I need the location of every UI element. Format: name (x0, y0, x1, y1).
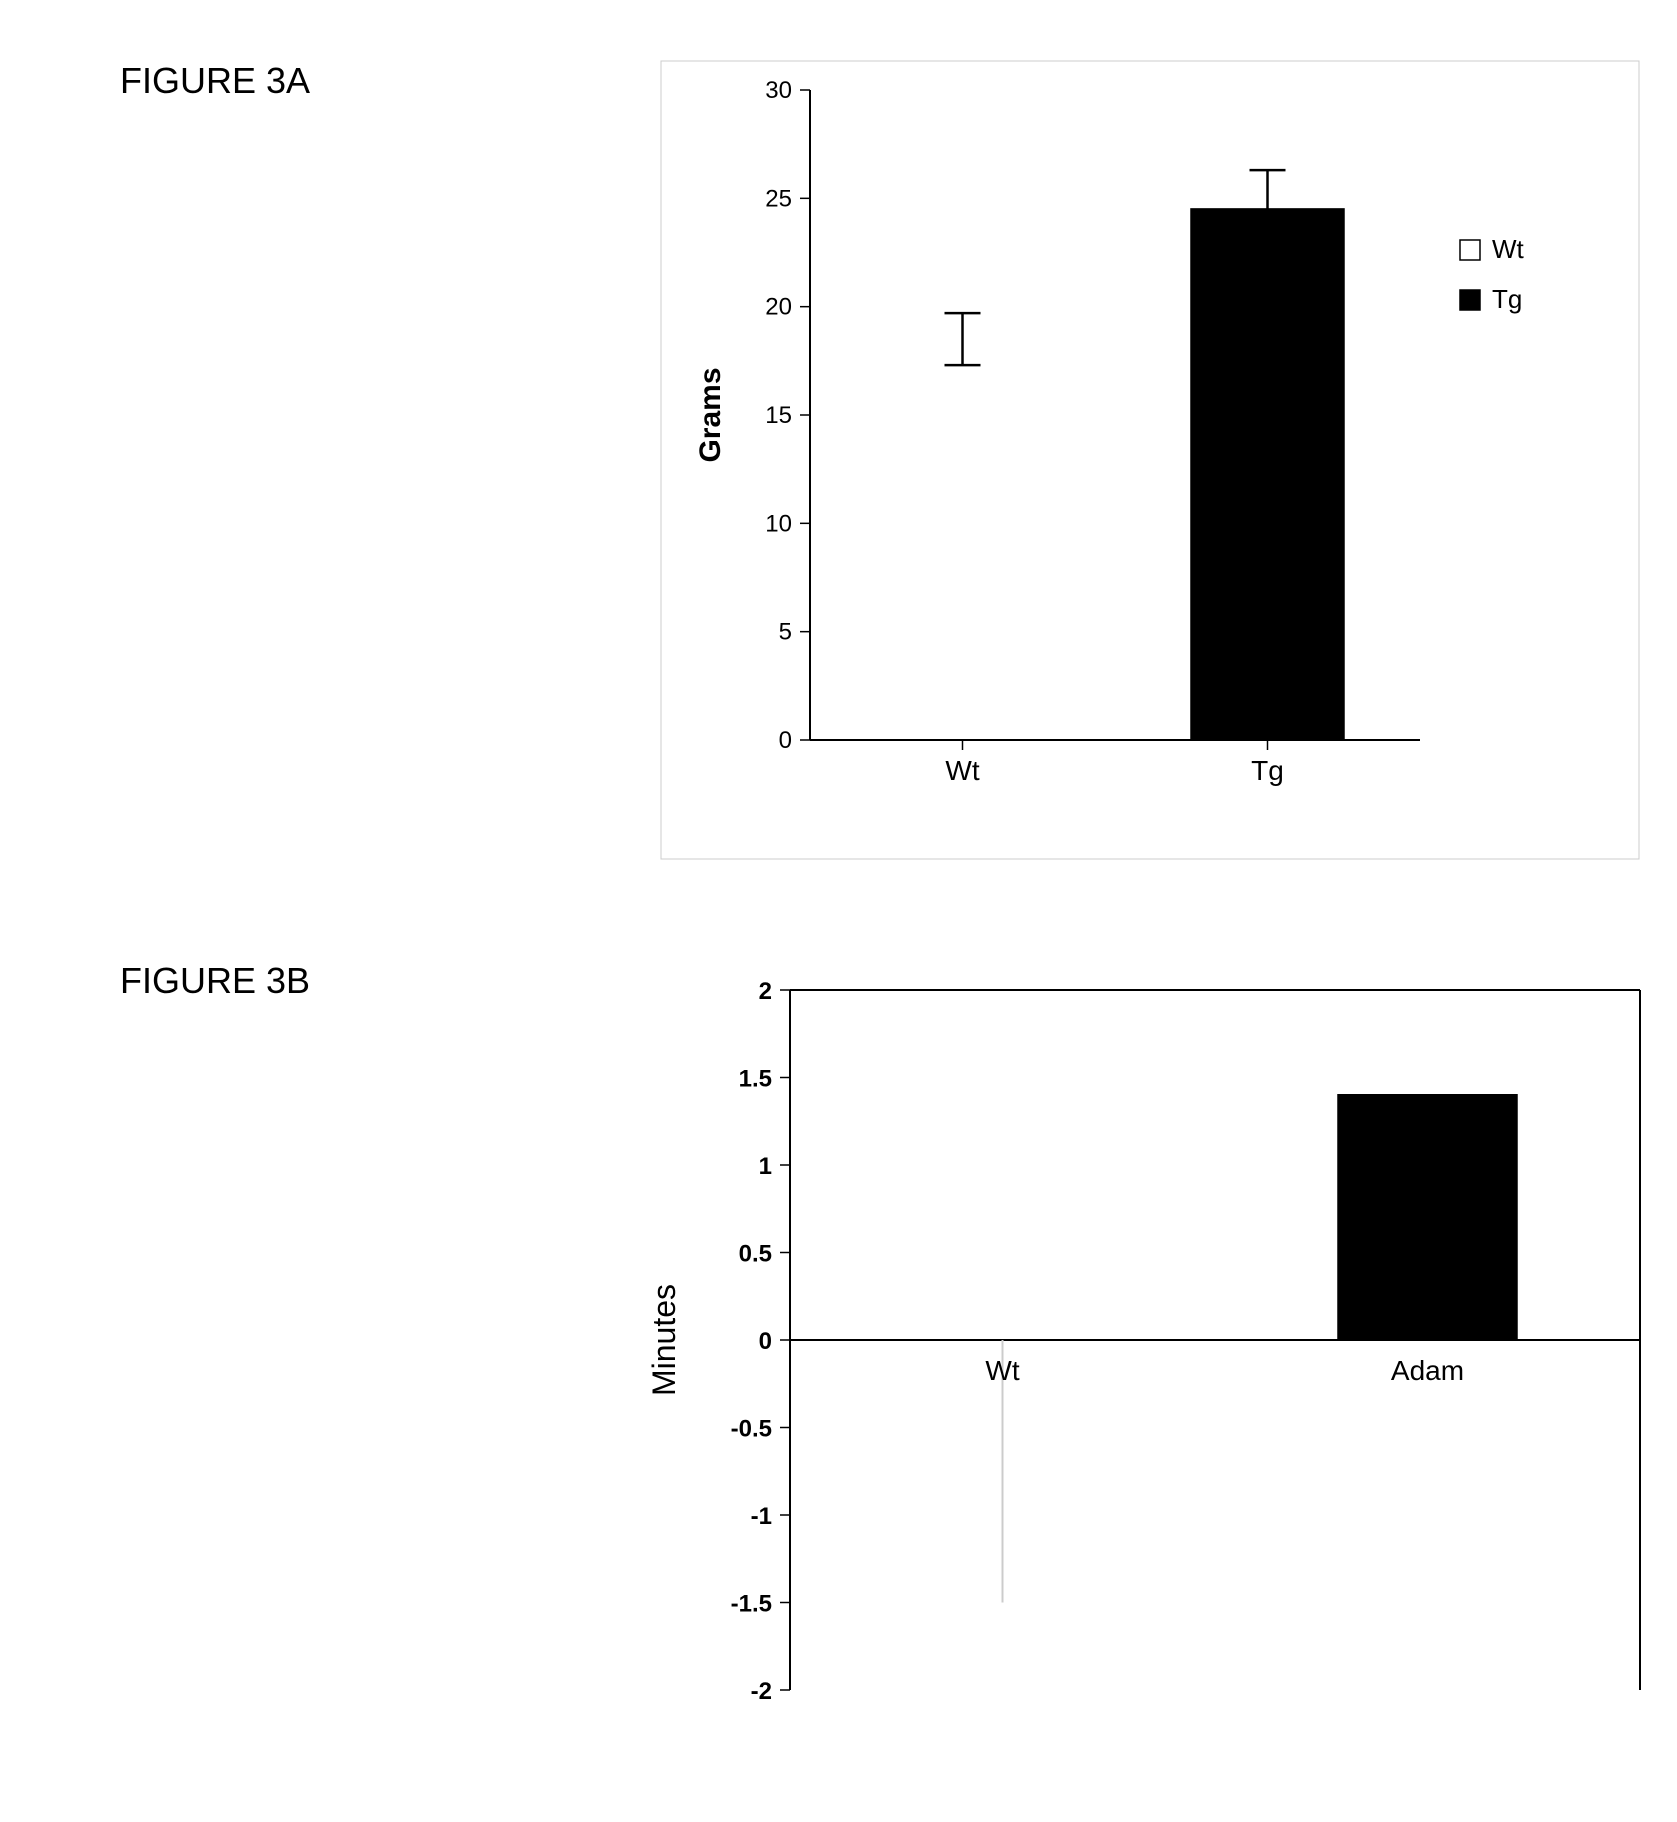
y-tick-label: 15 (765, 402, 792, 429)
y-tick-label: 0 (779, 727, 792, 754)
y-tick-label: -1.5 (731, 1591, 772, 1618)
legend-label: Wt (1492, 234, 1525, 264)
x-category-label: Tg (1251, 755, 1284, 786)
legend-marker-Tg (1460, 290, 1480, 310)
y-tick-label: 0.5 (739, 1241, 772, 1268)
error-bar-Wt (945, 313, 981, 365)
error-bar-Tg (1250, 170, 1286, 209)
y-tick-label: 1.5 (739, 1066, 772, 1093)
y-tick-label: 10 (765, 510, 792, 537)
y-axis-title: Grams (694, 367, 727, 462)
y-tick-label: -2 (751, 1678, 772, 1705)
figure-b-label: FIGURE 3B (120, 960, 310, 1002)
x-category-label: Wt (985, 1355, 1019, 1386)
y-tick-label: 0 (759, 1328, 772, 1355)
bar-Tg (1191, 209, 1344, 740)
y-tick-label: -1 (751, 1503, 772, 1530)
y-tick-label: -0.5 (731, 1416, 772, 1443)
figure-a-chart: 0 5 10 15 20 25 30 Grams Wt Tg Wt Tg (660, 60, 1640, 860)
x-category-label: Wt (945, 755, 979, 786)
bar-Adam (1338, 1095, 1517, 1340)
y-tick-label: 5 (779, 619, 792, 646)
y-tick-label: 20 (765, 294, 792, 321)
y-tick-label: 1 (759, 1153, 772, 1180)
legend-marker-Wt (1460, 240, 1480, 260)
y-tick-label: 2 (759, 978, 772, 1005)
figure-b-chart: -2 -1.5 -1 -0.5 0 0.5 1 1.5 2 Minutes Wt Adam (615, 960, 1655, 1780)
y-tick-label: 25 (765, 185, 792, 212)
legend-label: Tg (1492, 284, 1522, 314)
y-axis-title: Minutes (646, 1284, 682, 1396)
x-category-label: Adam (1391, 1355, 1464, 1386)
y-tick-label: 30 (765, 77, 792, 104)
figure-a-label: FIGURE 3A (120, 60, 310, 102)
